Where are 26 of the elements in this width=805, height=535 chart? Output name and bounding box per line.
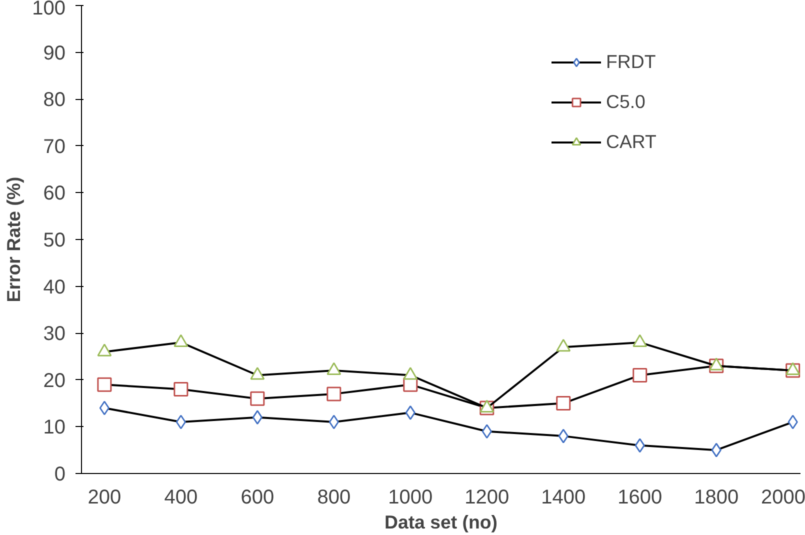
y-tick-label: 30 [43, 323, 66, 346]
x-tick-label: 2000 [761, 486, 805, 508]
x-tick-label: 600 [240, 486, 274, 508]
x-tick-label: 800 [317, 486, 351, 508]
y-tick-label: 80 [43, 89, 66, 112]
x-tick-label: 1800 [694, 486, 739, 508]
y-tick-label: 40 [43, 276, 66, 298]
x-tick-label: 400 [164, 486, 198, 508]
legend-label: CART [606, 131, 656, 153]
y-tick-label: 10 [43, 416, 66, 439]
y-tick-label: 0 [54, 464, 66, 486]
y-tick-label: 70 [43, 136, 66, 158]
y-axis-title: Error Rate (%) [3, 176, 24, 302]
y-tick-label: 50 [43, 230, 66, 252]
x-tick-label: 1200 [464, 486, 510, 508]
y-tick-label: 60 [43, 182, 66, 205]
y-tick-label: 100 [32, 0, 66, 20]
x-tick-label: 1600 [618, 486, 662, 508]
legend-label: FRDT [606, 51, 656, 73]
x-tick-label: 1400 [541, 486, 586, 508]
legend-label: C5.0 [606, 91, 646, 113]
y-tick-label: 20 [43, 370, 66, 392]
x-axis-title: Data set (no) [384, 512, 498, 532]
y-tick-label: 90 [43, 42, 66, 64]
x-tick-label: 200 [88, 486, 122, 508]
x-tick-label: 1000 [388, 486, 433, 508]
